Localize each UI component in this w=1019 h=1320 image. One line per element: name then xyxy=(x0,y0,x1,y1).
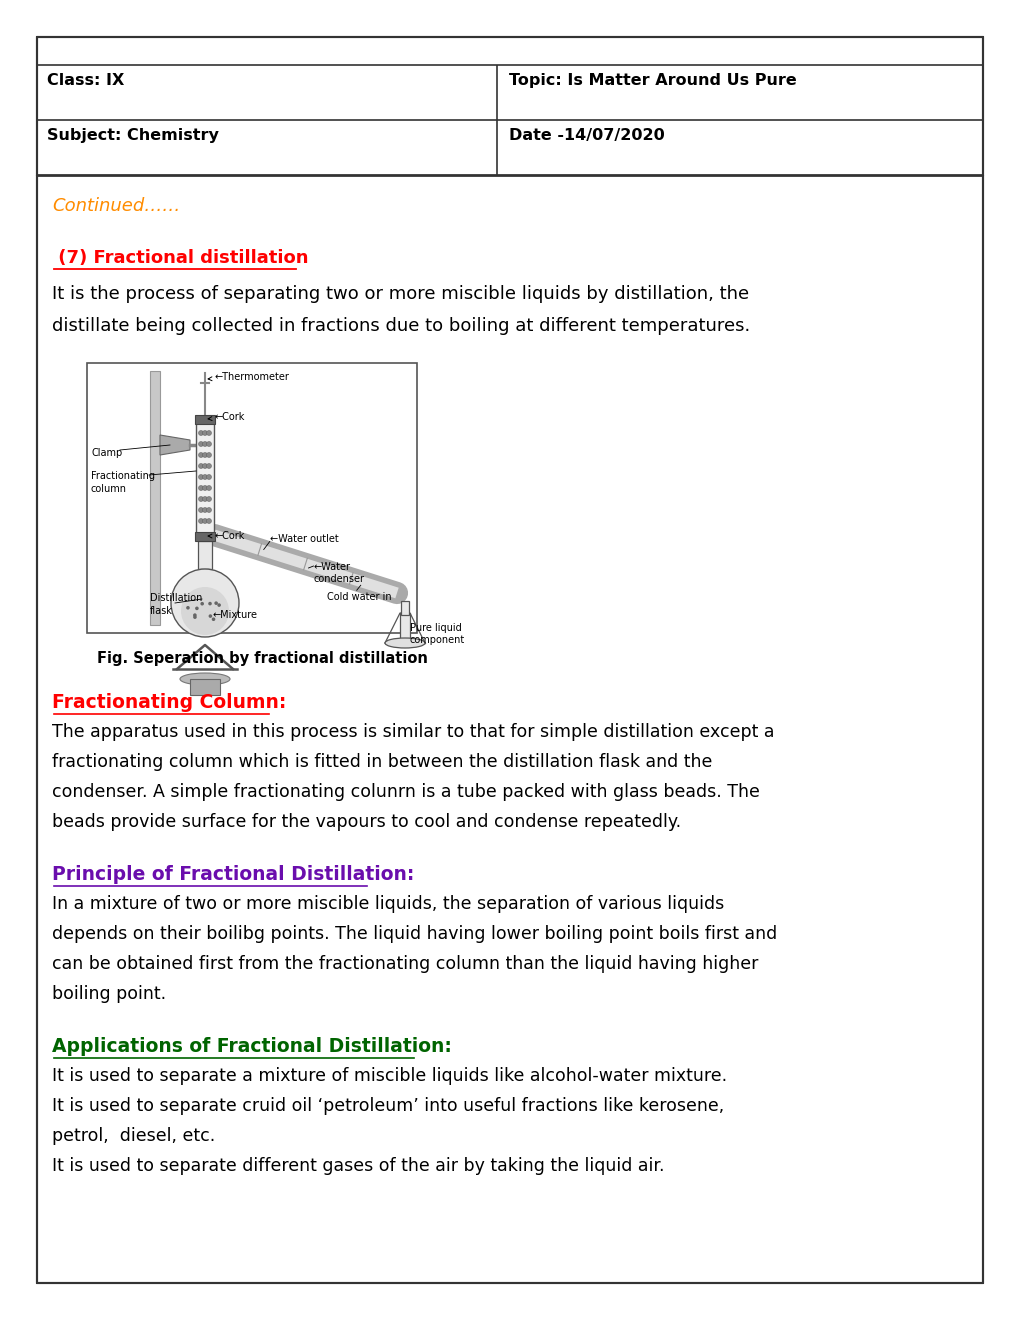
Text: Clamp: Clamp xyxy=(92,447,123,458)
Text: (7) Fractional distillation: (7) Fractional distillation xyxy=(52,249,308,267)
Polygon shape xyxy=(384,612,425,643)
Circle shape xyxy=(199,519,204,524)
Text: ←Mixture: ←Mixture xyxy=(213,610,258,620)
Circle shape xyxy=(199,474,204,479)
Circle shape xyxy=(214,602,218,605)
Circle shape xyxy=(195,607,199,610)
Circle shape xyxy=(203,474,207,479)
Ellipse shape xyxy=(179,673,229,685)
Text: The apparatus used in this process is similar to that for simple distillation ex: The apparatus used in this process is si… xyxy=(52,723,773,741)
Text: It is used to separate different gases of the air by taking the liquid air.: It is used to separate different gases o… xyxy=(52,1158,663,1175)
Circle shape xyxy=(206,453,211,458)
Bar xyxy=(150,371,160,624)
Circle shape xyxy=(199,441,204,446)
Bar xyxy=(195,414,215,424)
Circle shape xyxy=(193,615,197,619)
Text: depends on their boilibg points. The liquid having lower boiling point boils fir: depends on their boilibg points. The liq… xyxy=(52,925,776,942)
Text: distillate being collected in fractions due to boiling at different temperatures: distillate being collected in fractions … xyxy=(52,317,750,335)
Bar xyxy=(87,363,417,634)
Circle shape xyxy=(206,486,211,491)
Circle shape xyxy=(199,463,204,469)
Ellipse shape xyxy=(384,638,425,648)
Text: Date -14/07/2020: Date -14/07/2020 xyxy=(508,128,664,143)
Text: ←Thermometer: ←Thermometer xyxy=(208,372,289,381)
Text: Fractionating Column:: Fractionating Column: xyxy=(52,693,286,711)
Text: ←Cork: ←Cork xyxy=(208,412,246,422)
Circle shape xyxy=(203,441,207,446)
Text: can be obtained first from the fractionating column than the liquid having highe: can be obtained first from the fractiona… xyxy=(52,954,758,973)
Circle shape xyxy=(206,474,211,479)
Circle shape xyxy=(199,507,204,512)
Text: petrol,  diesel, etc.: petrol, diesel, etc. xyxy=(52,1127,215,1144)
Circle shape xyxy=(203,519,207,524)
Circle shape xyxy=(180,587,229,635)
Text: Class: IX: Class: IX xyxy=(47,73,124,88)
Circle shape xyxy=(209,614,212,618)
Circle shape xyxy=(208,602,212,606)
Text: It is the process of separating two or more miscible liquids by distillation, th: It is the process of separating two or m… xyxy=(52,285,748,304)
Text: fractionating column which is fitted in between the distillation flask and the: fractionating column which is fitted in … xyxy=(52,752,711,771)
Bar xyxy=(198,541,212,569)
Text: ←Water outlet: ←Water outlet xyxy=(269,535,338,544)
Text: ←Water
condenser: ←Water condenser xyxy=(313,562,364,585)
Text: Fractionating
column: Fractionating column xyxy=(91,471,155,494)
Circle shape xyxy=(203,463,207,469)
Bar xyxy=(400,601,409,615)
Circle shape xyxy=(206,463,211,469)
Circle shape xyxy=(203,430,207,436)
Text: Applications of Fractional Distillation:: Applications of Fractional Distillation: xyxy=(52,1038,451,1056)
Text: Principle of Fractional Distillation:: Principle of Fractional Distillation: xyxy=(52,865,414,884)
Text: It is used to separate a mixture of miscible liquids like alcohol-water mixture.: It is used to separate a mixture of misc… xyxy=(52,1067,727,1085)
Circle shape xyxy=(186,606,190,610)
Text: beads provide surface for the vapours to cool and condense repeatedly.: beads provide surface for the vapours to… xyxy=(52,813,681,832)
Circle shape xyxy=(206,507,211,512)
Bar xyxy=(195,532,215,541)
Bar xyxy=(196,422,214,533)
Circle shape xyxy=(217,603,221,607)
Circle shape xyxy=(200,602,204,606)
Circle shape xyxy=(199,453,204,458)
Text: In a mixture of two or more miscible liquids, the separation of various liquids: In a mixture of two or more miscible liq… xyxy=(52,895,723,913)
Text: Distillation
flask: Distillation flask xyxy=(150,593,202,616)
Circle shape xyxy=(203,486,207,491)
Circle shape xyxy=(206,496,211,502)
Circle shape xyxy=(199,430,204,436)
Circle shape xyxy=(199,496,204,502)
Text: ←Cork: ←Cork xyxy=(208,531,246,541)
Text: Cold water in: Cold water in xyxy=(326,593,391,602)
Circle shape xyxy=(193,614,197,616)
Text: Fig. Seperation by fractional distillation: Fig. Seperation by fractional distillati… xyxy=(97,651,427,667)
Text: Continued……: Continued…… xyxy=(52,197,180,215)
Text: boiling point.: boiling point. xyxy=(52,985,166,1003)
Circle shape xyxy=(206,441,211,446)
Polygon shape xyxy=(160,436,190,455)
Text: condenser. A simple fractionating colunrn is a tube packed with glass beads. The: condenser. A simple fractionating colunr… xyxy=(52,783,759,801)
Text: Pure liquid
component: Pure liquid component xyxy=(410,623,465,645)
Circle shape xyxy=(212,618,215,620)
Bar xyxy=(190,678,220,696)
Text: Subject: Chemistry: Subject: Chemistry xyxy=(47,128,219,143)
Circle shape xyxy=(203,453,207,458)
Text: It is used to separate cruid oil ‘petroleum’ into useful fractions like kerosene: It is used to separate cruid oil ‘petrol… xyxy=(52,1097,723,1115)
Circle shape xyxy=(171,569,238,638)
Text: Topic: Is Matter Around Us Pure: Topic: Is Matter Around Us Pure xyxy=(508,73,796,88)
Circle shape xyxy=(206,519,211,524)
Circle shape xyxy=(206,430,211,436)
Circle shape xyxy=(203,496,207,502)
Circle shape xyxy=(203,507,207,512)
Circle shape xyxy=(199,486,204,491)
